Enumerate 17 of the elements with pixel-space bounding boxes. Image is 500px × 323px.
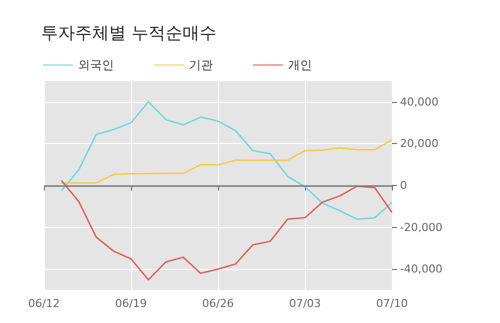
chart-title: 투자주체별 누적순매수 <box>41 24 216 44</box>
x-tick-label: 06/26 <box>202 297 234 310</box>
legend-label: 개인 <box>288 58 312 72</box>
y-tick-label: -20,000 <box>400 220 442 234</box>
x-tick-label: 06/12 <box>28 297 60 310</box>
line-series <box>60 100 393 220</box>
x-tick-label: 07/03 <box>289 297 321 310</box>
line-series <box>60 138 393 184</box>
y-tick-label: 40,000 <box>400 95 438 108</box>
legend-label: 외국인 <box>78 58 114 72</box>
x-tick-label: 07/10 <box>376 297 408 310</box>
y-tick-label: 0 <box>400 179 407 192</box>
line-series <box>60 180 393 281</box>
legend-label: 기관 <box>189 58 213 72</box>
x-tick-label: 06/19 <box>115 297 147 310</box>
y-tick-label: -40,000 <box>400 262 442 276</box>
y-tick-label: 20,000 <box>400 137 438 150</box>
